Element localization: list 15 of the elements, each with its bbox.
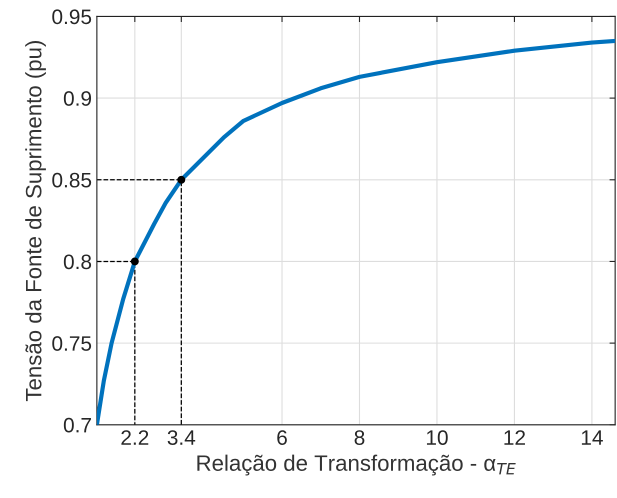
x-tick-label: 6: [277, 430, 287, 445]
y-tick-label: 0.95: [52, 9, 92, 24]
y-tick-label: 0.9: [64, 91, 92, 106]
x-axis-title: Relação de Transformação - α$_{TE}$: [197, 454, 516, 476]
x-tick-label: 12: [504, 430, 525, 445]
y-tick-label: 0.85: [52, 172, 92, 188]
y-tick-label: 0.7: [64, 418, 91, 433]
x-tick-label: 10: [426, 430, 448, 445]
y-axis-title: Tensão da Fonte de Suprimento (pu): [25, 41, 46, 402]
x-tick-label: 2.2: [121, 430, 148, 445]
x-tick-label: 3.4: [168, 430, 196, 445]
y-tick-label: 0.75: [52, 336, 92, 351]
x-tick-label: 8: [354, 430, 364, 445]
x-tick-label: 14: [582, 430, 603, 445]
y-tick-label: 0.8: [64, 254, 92, 270]
